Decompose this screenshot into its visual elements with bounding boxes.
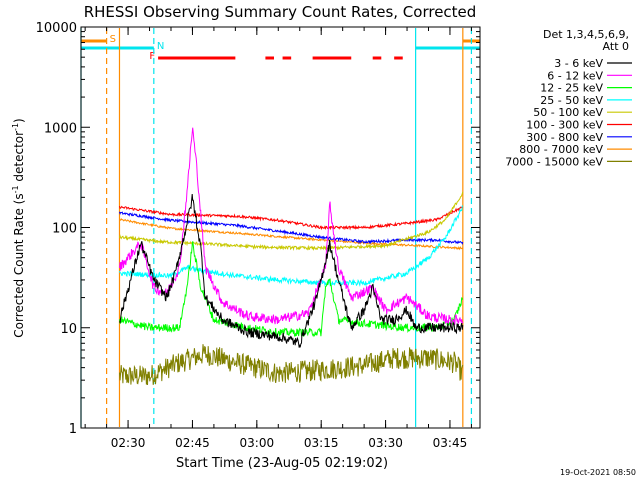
series-lines: [119, 127, 464, 386]
y-axis-label-mid: detector: [12, 131, 26, 186]
x-tick-label: 02:30: [111, 436, 146, 450]
legend-label: 300 - 800 keV: [526, 131, 603, 144]
y-tick-label: 10: [60, 322, 77, 337]
y-axis-label: Corrected Count Rate (s-1 detector-1): [11, 118, 26, 337]
x-axis-label: Start Time (23-Aug-05 02:19:02): [176, 456, 388, 471]
legend-label: 6 - 12 keV: [547, 69, 603, 82]
flag-label-F: F: [149, 51, 155, 62]
y-axis-label-exp2: -1: [11, 123, 20, 131]
series-line: [119, 127, 464, 326]
series-line: [119, 241, 464, 338]
y-tick-label: 10000: [36, 21, 77, 36]
x-tick-label: 02:45: [175, 436, 210, 450]
legend-label: 3 - 6 keV: [554, 57, 603, 70]
y-tick-label: 100: [52, 222, 77, 237]
y-axis-ticks: 1 10 100 1000 10000: [36, 21, 480, 437]
legend-label: 50 - 100 keV: [533, 106, 603, 119]
y-tick-label: 1: [69, 422, 77, 437]
legend-header-line2: Att 0: [603, 40, 629, 53]
series-line: [119, 217, 464, 251]
legend-label: 7000 - 15000 keV: [505, 155, 603, 168]
series-line: [119, 194, 464, 348]
y-tick-label: 1000: [44, 121, 77, 136]
y-axis-label-end: ): [12, 118, 26, 123]
y-axis-label-main: Corrected Count Rate (s: [12, 193, 26, 337]
series-line: [119, 205, 464, 231]
x-tick-label: 03:45: [433, 436, 468, 450]
flag-label-S: S: [110, 34, 116, 45]
x-tick-label: 03:30: [368, 436, 403, 450]
x-tick-label: 03:00: [240, 436, 275, 450]
legend-label: 800 - 7000 keV: [519, 143, 603, 156]
chart-title: RHESSI Observing Summary Count Rates, Co…: [84, 3, 477, 21]
flag-bars: S NF: [81, 34, 480, 62]
legend-header-line1: Det 1,3,4,5,6,9,: [543, 28, 629, 41]
timestamp: 19-Oct-2021 08:50: [560, 468, 636, 477]
series-line: [119, 191, 464, 252]
legend-label: 25 - 50 keV: [540, 94, 603, 107]
x-axis-ticks: 02:30 02:45 03:00 03:15 03:30 03:45: [84, 27, 472, 450]
legend-label: 100 - 300 keV: [526, 119, 603, 132]
flag-label-N: N: [157, 41, 164, 52]
x-tick-label: 03:15: [304, 436, 339, 450]
y-axis-label-exp1: -1: [11, 185, 20, 193]
series-line: [119, 344, 464, 386]
legend-label: 12 - 25 keV: [540, 82, 603, 95]
